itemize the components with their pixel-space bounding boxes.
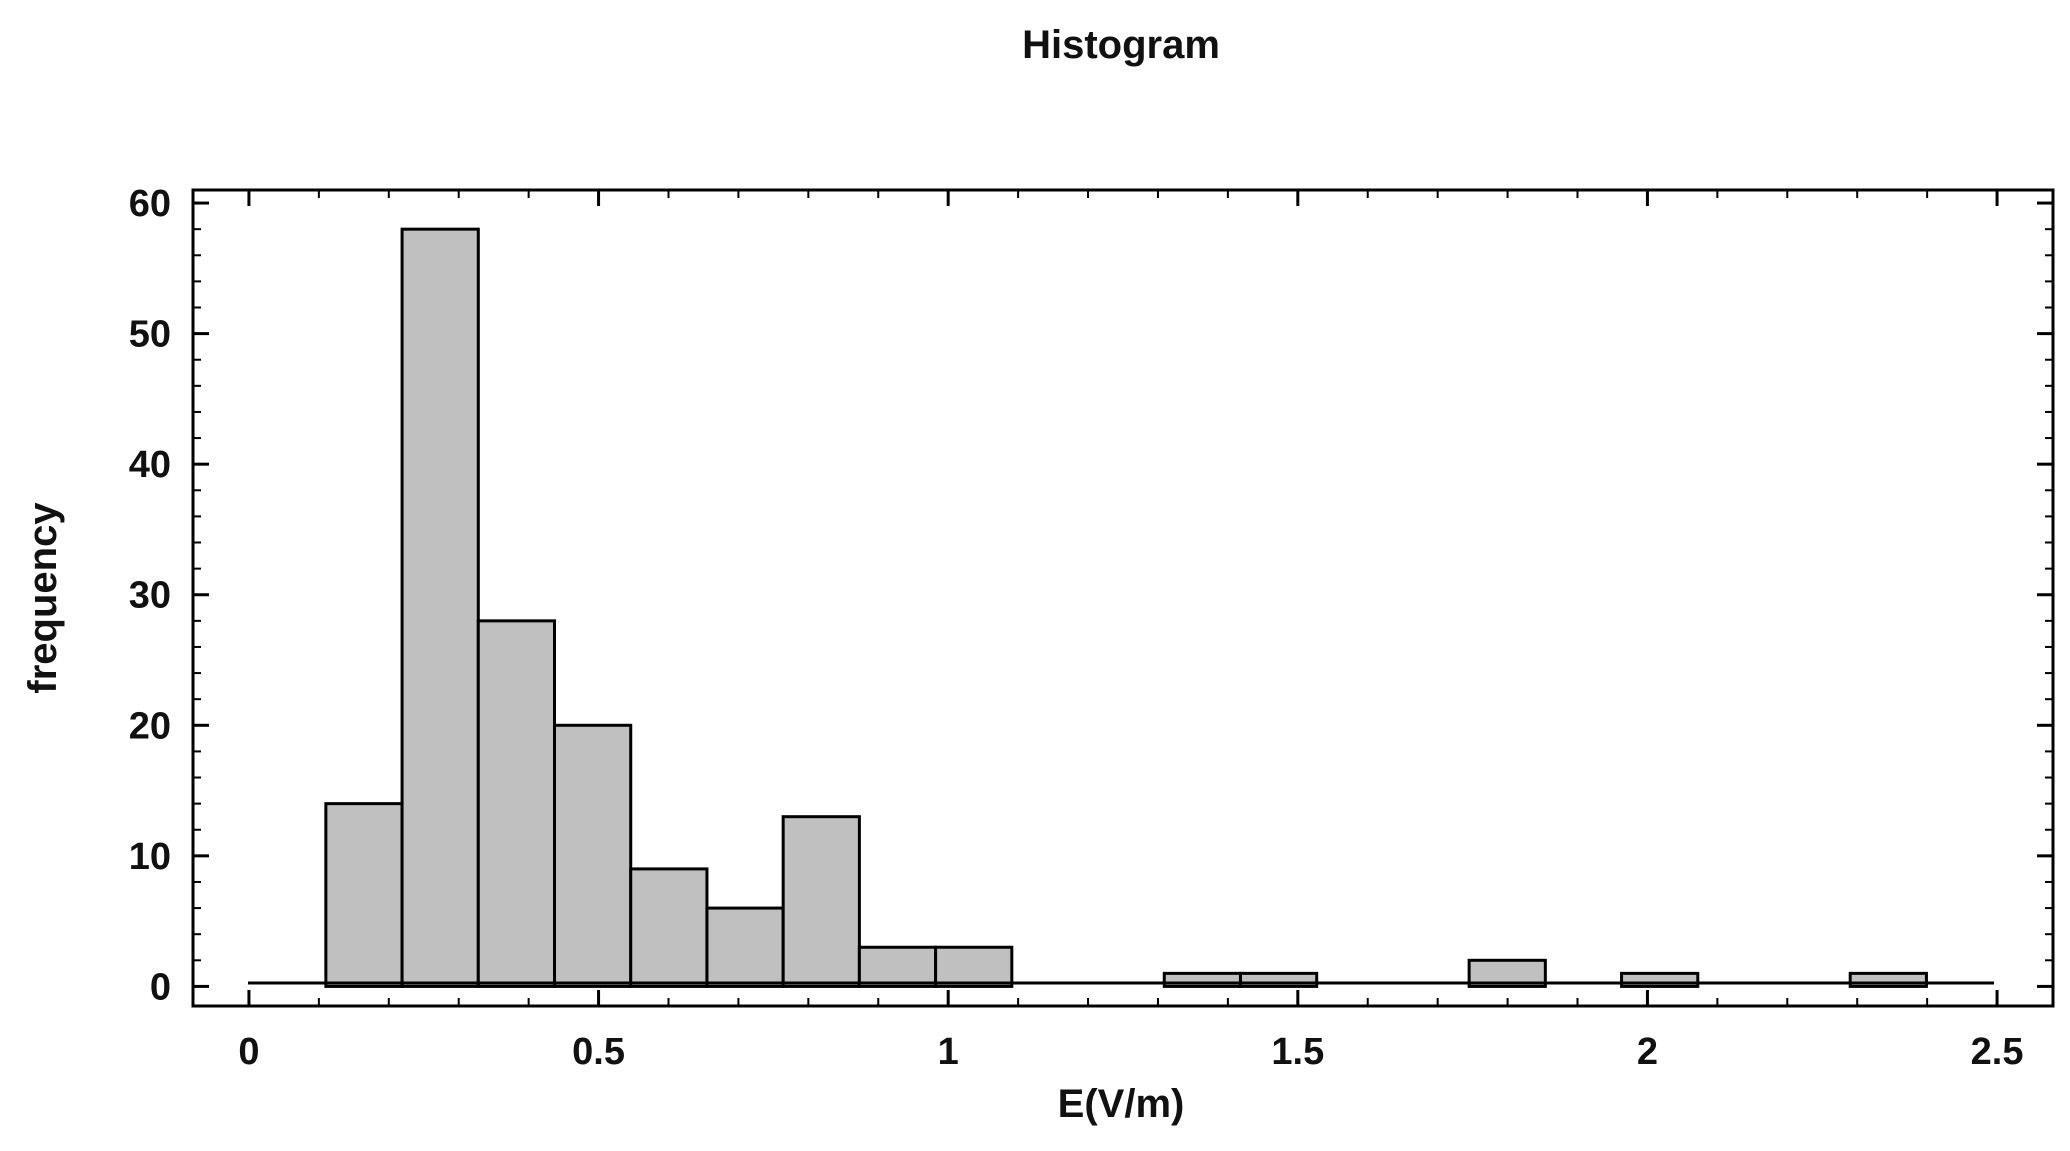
histogram-bar bbox=[934, 945, 1014, 988]
major-ticks bbox=[193, 190, 2053, 1006]
x-tick-label: 1 bbox=[938, 1031, 959, 1073]
histogram-bar bbox=[705, 906, 785, 988]
histogram-bar bbox=[629, 867, 709, 988]
y-tick-labels: 0 10 20 30 40 50 60 bbox=[129, 183, 171, 1008]
chart-title: Histogram bbox=[1022, 23, 1220, 67]
x-tick-label: 1.5 bbox=[1271, 1031, 1324, 1073]
x-tick-label: 2.5 bbox=[1971, 1031, 2024, 1073]
y-tick-label: 30 bbox=[129, 575, 171, 617]
histogram-bar bbox=[857, 945, 938, 988]
histogram-bar bbox=[553, 723, 633, 988]
histogram-bar bbox=[324, 802, 404, 988]
y-tick-label: 10 bbox=[129, 836, 171, 878]
y-tick-label: 20 bbox=[129, 705, 171, 747]
x-tick-label: 0.5 bbox=[572, 1031, 625, 1073]
x-tick-label: 0 bbox=[238, 1031, 259, 1073]
histogram-bar bbox=[781, 815, 861, 988]
y-tick-label: 0 bbox=[150, 966, 171, 1008]
histogram-bars bbox=[324, 227, 1928, 988]
histogram-bar bbox=[400, 227, 480, 988]
x-axis-label: E(V/m) bbox=[1058, 1082, 1185, 1126]
plot-frame bbox=[191, 188, 2055, 1008]
x-tick-labels: 0 0.5 1 1.5 2 2.5 bbox=[238, 1031, 2023, 1073]
x-tick-label: 2 bbox=[1637, 1031, 1658, 1073]
y-tick-label: 60 bbox=[129, 183, 171, 225]
y-tick-label: 50 bbox=[129, 314, 171, 356]
y-axis-label: frequency bbox=[21, 502, 65, 694]
histogram-bar bbox=[476, 619, 557, 988]
minor-ticks bbox=[193, 190, 2053, 1006]
y-tick-label: 40 bbox=[129, 444, 171, 486]
